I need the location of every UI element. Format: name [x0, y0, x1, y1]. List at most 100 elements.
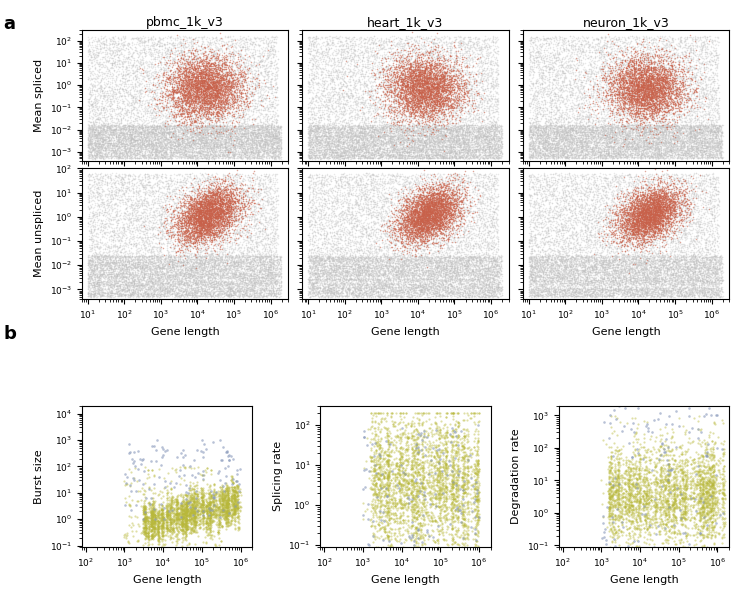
Point	[212, 58, 224, 67]
Point	[618, 544, 629, 554]
Point	[118, 280, 129, 290]
Point	[622, 198, 634, 208]
Point	[349, 153, 361, 162]
Point	[346, 107, 358, 117]
Point	[678, 513, 690, 522]
Point	[426, 432, 438, 441]
Point	[408, 215, 420, 225]
Point	[371, 212, 383, 222]
Point	[211, 211, 223, 221]
Point	[532, 128, 544, 138]
Point	[410, 490, 422, 499]
Point	[382, 507, 394, 516]
Point	[190, 196, 202, 206]
Point	[119, 141, 131, 151]
Point	[195, 83, 207, 93]
Point	[641, 287, 653, 297]
Point	[405, 86, 417, 96]
Point	[628, 237, 640, 247]
Point	[182, 236, 194, 245]
Point	[606, 267, 618, 277]
Point	[530, 132, 542, 141]
Point	[376, 66, 388, 76]
Point	[417, 274, 429, 284]
Point	[187, 490, 199, 500]
Point	[238, 85, 250, 94]
Point	[476, 102, 488, 111]
Point	[641, 218, 652, 228]
Point	[243, 98, 255, 108]
Point	[257, 132, 269, 141]
Point	[455, 140, 466, 150]
Point	[676, 447, 688, 457]
Point	[376, 101, 388, 111]
Point	[90, 241, 102, 251]
Point	[699, 290, 711, 300]
Point	[204, 525, 216, 534]
Point	[200, 99, 212, 108]
Point	[192, 201, 204, 210]
Point	[259, 123, 271, 132]
Point	[345, 48, 357, 58]
Point	[254, 147, 266, 156]
Point	[568, 134, 580, 144]
Point	[394, 225, 405, 234]
Point	[273, 123, 285, 133]
Point	[607, 502, 619, 511]
Point	[466, 252, 478, 261]
Point	[538, 257, 550, 267]
Point	[413, 241, 425, 251]
Point	[368, 49, 380, 59]
Point	[463, 129, 475, 139]
Point	[346, 280, 358, 290]
Point	[711, 127, 722, 136]
Point	[635, 210, 647, 220]
Point	[249, 275, 261, 285]
Point	[374, 262, 386, 272]
Point	[331, 245, 343, 254]
Point	[650, 448, 661, 457]
Point	[673, 204, 684, 213]
Point	[226, 254, 238, 264]
Point	[559, 135, 571, 144]
Point	[673, 502, 685, 511]
Point	[430, 199, 442, 209]
Point	[232, 490, 244, 499]
Point	[226, 284, 238, 294]
Point	[596, 121, 608, 130]
Point	[377, 43, 389, 52]
Point	[420, 260, 432, 270]
Point	[670, 93, 682, 103]
Point	[694, 147, 706, 156]
Point	[570, 266, 582, 275]
Point	[620, 117, 632, 126]
Point	[330, 34, 341, 43]
Point	[449, 263, 461, 273]
Point	[184, 76, 196, 86]
Point	[304, 57, 315, 67]
Point	[704, 464, 716, 474]
Point	[545, 88, 557, 97]
Point	[702, 82, 714, 91]
Point	[219, 82, 231, 91]
Point	[652, 139, 664, 148]
Point	[565, 127, 577, 137]
Point	[703, 48, 715, 58]
Point	[411, 225, 423, 235]
Point	[595, 138, 607, 148]
Point	[413, 75, 425, 84]
Point	[451, 284, 463, 294]
Point	[609, 275, 621, 285]
Point	[365, 69, 376, 78]
Point	[388, 261, 400, 270]
Point	[134, 215, 146, 224]
Point	[198, 151, 210, 160]
Point	[700, 276, 712, 285]
Point	[461, 127, 472, 137]
Point	[632, 97, 644, 107]
Point	[710, 496, 722, 506]
Point	[641, 148, 653, 158]
Point	[388, 76, 400, 85]
Point	[716, 275, 728, 284]
Point	[185, 71, 197, 81]
